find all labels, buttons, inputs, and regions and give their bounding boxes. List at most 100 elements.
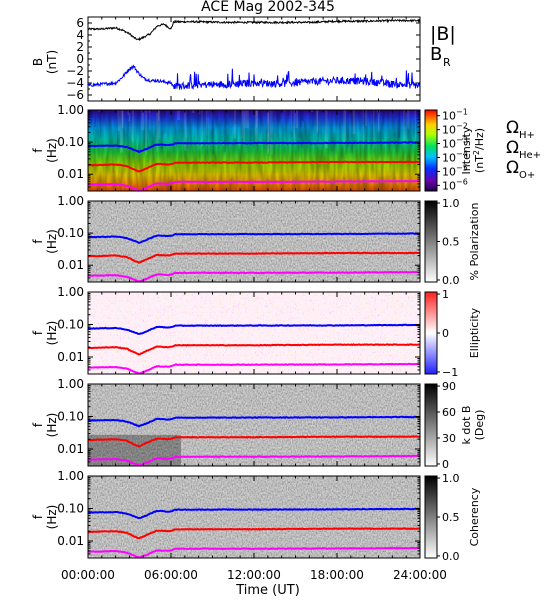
series-line-bmag (87, 18, 421, 42)
spectrogram-streak (398, 110, 401, 141)
freq-tick-label: 0.01 (57, 167, 84, 181)
colorbar-tick-label: 0.5 (442, 236, 460, 249)
gyro-line-hplus (87, 232, 421, 244)
field-y-tick-label: 4 (76, 28, 84, 42)
freq-tick-label: 0.10 (57, 226, 84, 240)
time-tick-label: 18:00:00 (310, 568, 364, 582)
spectrogram-streak (350, 110, 353, 153)
freq-ylabel: f (31, 330, 45, 335)
panel-polarization: 1.00 0.10 0.01 f (Hz) 1.0 0.5 0.0 % Polarization (31, 194, 481, 287)
spectrogram-streak (99, 110, 102, 138)
freq-ylabel-unit: (Hz) (45, 321, 59, 346)
spectrogram-streak (268, 110, 270, 152)
spectrogram-streak (128, 110, 131, 122)
freq-tick-label: 0.10 (57, 318, 84, 332)
colorbar-tick-label: 0 (442, 327, 449, 340)
gyro-line-heplus (87, 160, 421, 173)
panel-ellipticity: 1.00 0.10 0.01 f (Hz) 1 0 −1 Ellipticity (31, 285, 481, 379)
spectrogram-streak (138, 110, 141, 151)
spectrogram-streak (270, 110, 273, 139)
spectrogram-streak (117, 110, 120, 131)
spectrogram-streak (163, 110, 167, 134)
freq-tick-label: 1.00 (57, 377, 84, 391)
spectrogram-streak (206, 110, 209, 117)
spectrogram-streak (325, 110, 328, 149)
colorbar (424, 291, 438, 375)
field-y-tick-label: 0 (76, 52, 84, 66)
spectrogram-streak (330, 110, 334, 152)
spectrogram-streak (198, 110, 201, 115)
colorbar-tick-label: 0.0 (442, 550, 460, 563)
spectrogram-streak (300, 110, 303, 149)
spectrogram-streak (248, 110, 252, 146)
colorbar-tick-label: 10−2 (442, 122, 468, 137)
panel-intensity: 1.00 0.10 0.01 f (Hz) 10−110−210−310−410−510−… (31, 103, 486, 192)
gyro-legend: Ω H+Ω He+Ω O+ (506, 118, 541, 181)
freq-ylabel-unit: (Hz) (45, 413, 59, 438)
time-tick-label: 06:00:00 (144, 568, 198, 582)
freq-tick-label: 0.01 (57, 258, 84, 272)
spectrogram-streak (275, 110, 278, 122)
spectrogram-streak (256, 110, 258, 128)
spectrogram-streak (147, 110, 150, 121)
spectrogram-streak (267, 110, 270, 133)
colorbar-label-unit: (Deg) (473, 410, 486, 441)
gyro-legend-sub: H+ (519, 130, 535, 141)
spectrogram-streak (417, 110, 420, 142)
colorbar-label: Coherency (468, 487, 481, 546)
spectrogram-streak (219, 110, 223, 142)
spectrogram-streak (376, 110, 378, 145)
spectrogram-streak (361, 110, 364, 125)
spectrogram-streak (398, 110, 401, 138)
gyro-line-heplus (87, 251, 421, 264)
freq-ylabel-unit: (Hz) (45, 505, 59, 530)
spectrogram-streak (360, 110, 363, 112)
spectrogram-streak (365, 110, 368, 126)
spectrogram-streak (301, 110, 303, 121)
colorbar-tick-label: 0 (442, 458, 449, 471)
spectrogram-streak (406, 110, 410, 129)
colorbar-label: Intensity (460, 126, 473, 174)
spectrogram-streak (93, 110, 97, 127)
freq-tick-label: 0.10 (57, 502, 84, 516)
field-y-tick-label: −6 (66, 88, 84, 102)
spectrogram-streak (299, 110, 302, 128)
spectrogram-streak (244, 110, 248, 128)
spectrogram-streak (362, 110, 364, 148)
field-ylabel: B (31, 58, 45, 66)
spectrogram-streak (207, 110, 210, 118)
legend-br: B (430, 44, 442, 65)
spectrogram-streak (377, 110, 380, 132)
freq-ylabel-unit: (Hz) (45, 138, 59, 163)
spectrogram-streak (316, 110, 319, 132)
freq-tick-label: 0.01 (57, 442, 84, 456)
gyro-line-heplus (87, 343, 421, 356)
colorbar (424, 200, 438, 283)
spectrogram-streak (311, 110, 314, 131)
gyro-legend-symbol: Ω (506, 138, 519, 158)
spectrogram-streak (283, 110, 286, 112)
spectrogram-streak (404, 110, 407, 127)
gyro-legend-sub: He+ (519, 150, 541, 161)
spectrogram-streak (362, 110, 364, 149)
gyro-line-heplus (87, 435, 421, 448)
panel-coherency: 1.00 0.10 0.01 f (Hz) 1.0 0.5 0.0 Coherency (31, 469, 481, 563)
spectrogram-streak (267, 110, 269, 154)
legend-br-sub: R (443, 56, 451, 69)
spectrogram-streak (206, 110, 208, 154)
spectrogram-streak (225, 110, 228, 125)
colorbar-tick-label: −1 (442, 366, 458, 379)
legend-bmag: |B| (430, 23, 456, 45)
spectrogram-streak (125, 110, 128, 137)
spectrogram-streak (118, 110, 121, 116)
colorbar-tick-label: 1.0 (442, 472, 460, 485)
gyro-line-hplus (87, 507, 421, 520)
spectrogram-streak (140, 110, 143, 114)
spectrogram-streak (246, 110, 249, 129)
colorbar (424, 475, 438, 559)
spectrogram-streak (291, 110, 293, 137)
colorbar-tick-label: 1.0 (442, 197, 460, 210)
colorbar-tick-label: 10−1 (442, 108, 468, 123)
